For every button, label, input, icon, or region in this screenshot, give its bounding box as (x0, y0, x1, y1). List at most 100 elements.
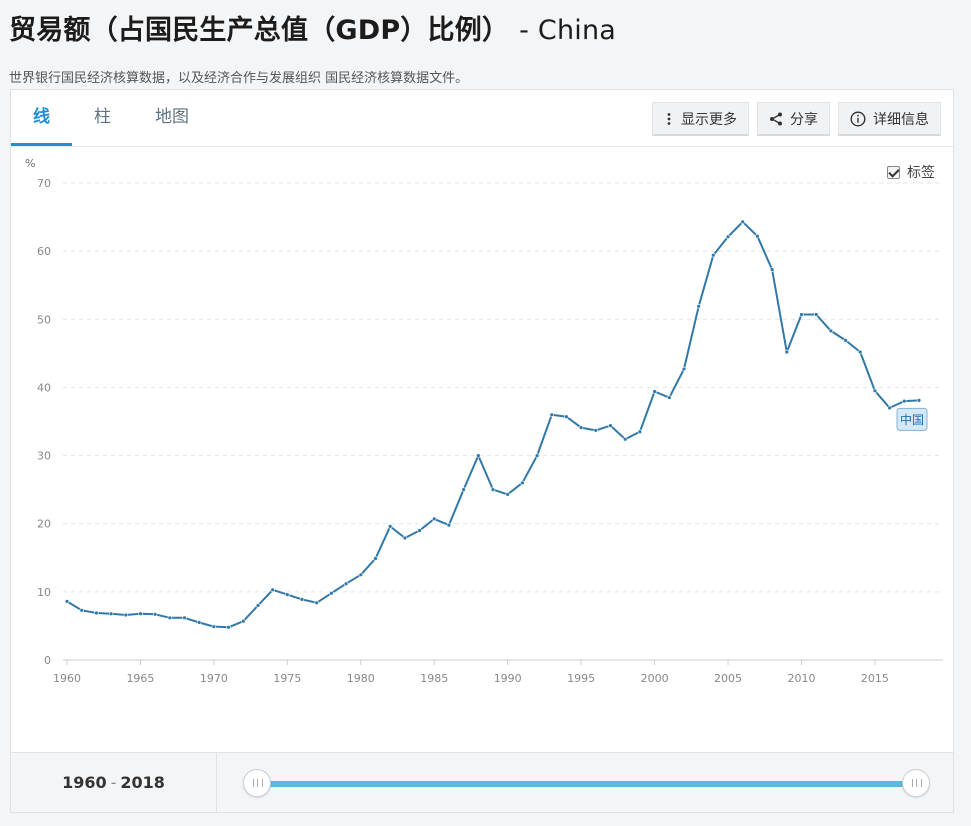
country-name: - China (519, 15, 617, 46)
label-toggle-text: 标签 (907, 165, 935, 181)
data-point (490, 487, 496, 492)
data-point (608, 423, 613, 428)
y-tick-label: 50 (37, 313, 51, 326)
data-point (578, 425, 584, 430)
x-tick-label: 2000 (641, 672, 669, 685)
data-point (872, 388, 878, 393)
range-separator: - (110, 773, 117, 792)
range-end: 2018 (120, 773, 165, 792)
data-point (64, 599, 70, 604)
label-toggle[interactable]: 标签 (887, 162, 935, 182)
data-point (813, 312, 819, 317)
range-end-handle[interactable] (902, 769, 930, 797)
x-tick-label: 1985 (420, 672, 448, 685)
data-point (843, 338, 848, 343)
more-vertical-icon (664, 112, 674, 126)
share-label: 分享 (790, 111, 818, 128)
data-point (329, 591, 334, 596)
data-point (799, 312, 804, 317)
data-point (285, 592, 290, 597)
series-label: 中国 (900, 412, 924, 427)
x-tick-label: 1975 (273, 672, 301, 685)
grid-lines (63, 182, 943, 593)
page-title: 贸易额（占国民生产总值（GDP）比例） - China (9, 8, 616, 47)
data-point (241, 618, 246, 624)
data-point (755, 234, 760, 239)
show-more-button[interactable]: 显示更多 (652, 102, 749, 136)
data-point (432, 516, 437, 522)
data-point (520, 480, 525, 485)
range-start-handle[interactable] (243, 769, 271, 797)
data-point (916, 398, 922, 403)
data-point (299, 597, 305, 602)
label-checkbox[interactable] (887, 165, 900, 179)
data-point (725, 234, 731, 240)
series-china: 中国 (64, 219, 928, 630)
view-tabs: 线 柱 地图 (11, 90, 211, 146)
data-point (740, 219, 745, 225)
series-line (66, 220, 920, 629)
show-more-label: 显示更多 (681, 111, 737, 128)
data-point (226, 625, 231, 630)
data-point (152, 612, 158, 617)
data-point (388, 524, 393, 529)
data-point (343, 581, 349, 586)
data-point (314, 600, 319, 605)
y-tick-label: 70 (37, 177, 51, 190)
data-point (696, 304, 701, 309)
y-tick-label: 40 (37, 381, 51, 394)
data-point (711, 253, 716, 258)
y-tick-label: 10 (37, 586, 51, 599)
tab-bar[interactable]: 柱 (94, 107, 111, 127)
indicator-title: 贸易额（占国民生产总值（GDP）比例） (9, 15, 510, 46)
range-start: 1960 (62, 773, 107, 792)
x-tick-label: 1970 (200, 672, 228, 685)
data-point (828, 328, 834, 334)
details-button[interactable]: 详细信息 (838, 102, 941, 136)
range-footer: 1960-2018 (11, 752, 953, 813)
x-tick-label: 2010 (787, 672, 815, 685)
data-point (549, 412, 554, 417)
x-tick-label: 2015 (861, 672, 889, 685)
data-point (667, 395, 672, 400)
x-tick-label: 2005 (714, 672, 742, 685)
toolbar: 显示更多 分享 详细信息 (652, 102, 941, 136)
y-tick-label: 30 (37, 450, 51, 463)
data-point (167, 615, 173, 620)
year-range-slider[interactable] (256, 781, 916, 787)
data-point (255, 603, 261, 608)
axes: 0 10 20 30 40 50 60 70% 1960 1965 1970 1975 1980 1985… (25, 157, 943, 685)
data-point (402, 535, 408, 541)
source-note: 世界银行国民经济核算数据，以及经济合作与发展组织 国民经济核算数据文件。 (9, 71, 469, 86)
details-label: 详细信息 (873, 111, 929, 128)
year-range-label: 1960-2018 (11, 753, 217, 813)
data-point (446, 522, 452, 528)
data-point (887, 405, 892, 411)
chart-card: 线 柱 地图 显示更多 分享 详细信息 标签 0 10 20 30 40 5 (10, 89, 954, 813)
data-point (564, 414, 569, 419)
data-point (593, 428, 598, 433)
data-point (476, 453, 481, 458)
info-icon (850, 110, 866, 127)
y-tick-label: 20 (37, 518, 51, 531)
share-icon (769, 112, 783, 126)
data-point (123, 612, 129, 618)
data-point (857, 349, 863, 355)
data-point (211, 624, 217, 629)
x-tick-label: 1980 (347, 672, 375, 685)
data-point (358, 572, 363, 577)
line-chart: 0 10 20 30 40 50 60 70% 1960 1965 1970 1975 1980 1985… (25, 157, 943, 685)
data-point (637, 429, 643, 434)
tab-divider (11, 146, 953, 147)
share-button[interactable]: 分享 (757, 102, 830, 136)
data-point (902, 398, 907, 404)
tab-map[interactable]: 地图 (155, 107, 189, 127)
data-point (94, 610, 99, 616)
data-point (417, 528, 422, 533)
tab-line[interactable]: 线 (11, 90, 72, 146)
data-point (461, 487, 466, 492)
x-tick-label: 1965 (126, 672, 154, 685)
y-tick-label: 0 (44, 654, 51, 667)
data-point (769, 267, 775, 272)
x-tick-label: 1960 (53, 672, 81, 685)
